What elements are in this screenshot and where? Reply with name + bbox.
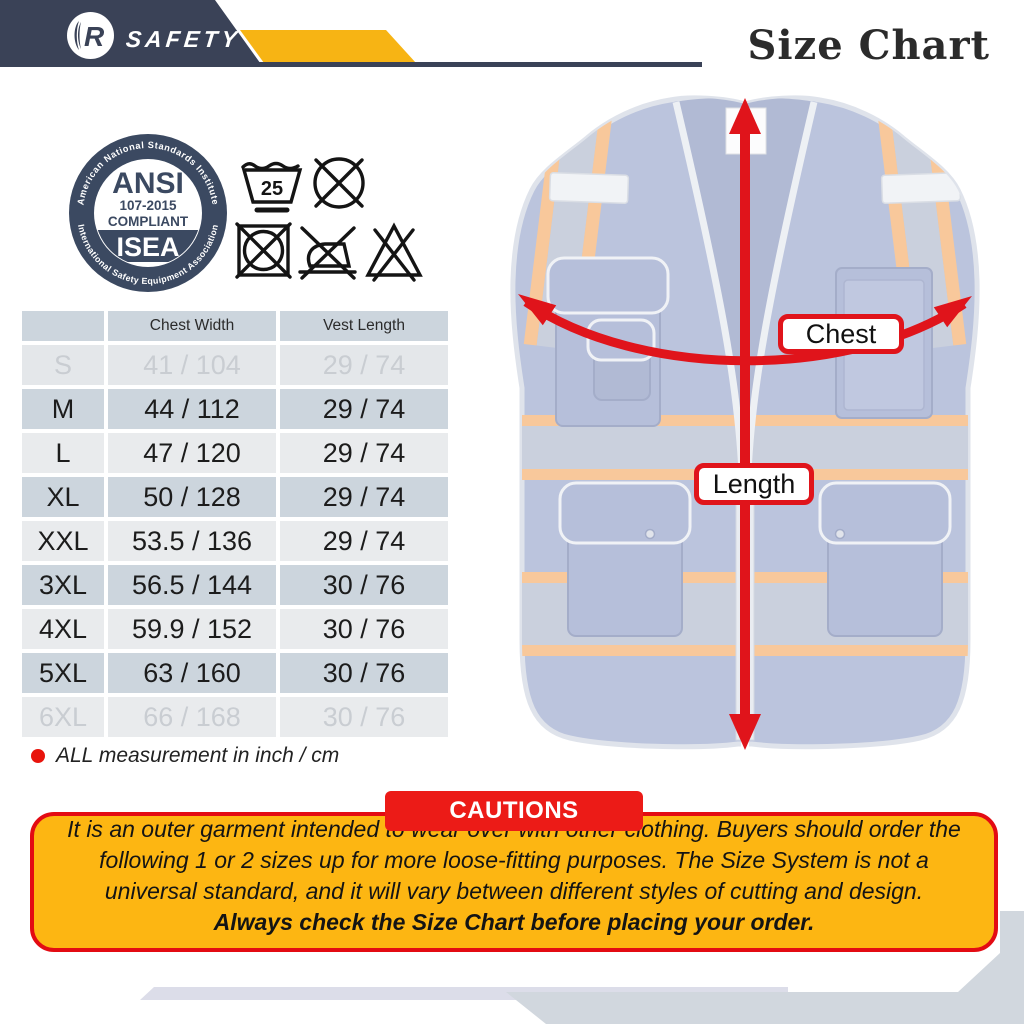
brand-name: SAFETY — [124, 26, 243, 52]
vest-length-cell: 30 / 76 — [280, 565, 448, 605]
vest-length-cell: 29 / 74 — [280, 433, 448, 473]
do-not-tumble-dry-icon — [235, 222, 292, 279]
note-bullet-icon — [31, 749, 45, 763]
chest-width-cell: 63 / 160 — [108, 653, 276, 693]
chest-label: Chest — [778, 314, 904, 354]
chest-width-cell: 66 / 168 — [108, 697, 276, 737]
cautions-title-banner: CAUTIONS — [385, 791, 643, 831]
do-not-dry-clean-icon — [313, 157, 365, 209]
cautions-line-2: following 1 or 2 sizes up for more loose… — [99, 847, 929, 873]
brand-mark: R — [84, 21, 105, 52]
page-title: Size Chart — [747, 22, 990, 69]
column-header-length: Vest Length — [280, 311, 448, 341]
size-cell: M — [22, 389, 104, 429]
badge-status: COMPLIANT — [108, 214, 189, 229]
footer-corner-shape — [506, 911, 1024, 1024]
badge-code: 107-2015 — [119, 198, 177, 213]
care-symbols: 25 — [235, 157, 423, 282]
badge-org: ANSI — [112, 167, 184, 200]
badge-assoc: ISEA — [116, 232, 179, 262]
brand-banner — [0, 0, 263, 67]
do-not-iron-icon — [298, 226, 357, 280]
svg-text:25: 25 — [261, 178, 283, 200]
vest-length-cell: 30 / 76 — [280, 609, 448, 649]
cautions-box: It is an outer garment intended to wear … — [30, 812, 998, 952]
vest-length-cell: 29 / 74 — [280, 345, 448, 385]
brand-logo-icon: R — [67, 12, 114, 59]
vest-length-cell: 30 / 76 — [280, 697, 448, 737]
size-cell: XXL — [22, 521, 104, 561]
vest-illustration — [510, 95, 980, 750]
size-cell: L — [22, 433, 104, 473]
size-cell: 5XL — [22, 653, 104, 693]
chest-width-cell: 59.9 / 152 — [108, 609, 276, 649]
vest-length-cell: 29 / 74 — [280, 477, 448, 517]
chest-arrow — [518, 294, 972, 366]
size-table: Chest Width Vest Length S 41 / 104 29 / … — [22, 311, 448, 737]
vest-diagram — [510, 95, 980, 750]
measurement-note: ALL measurement in inch / cm — [56, 744, 340, 767]
wash-25-gentle-icon: 25 — [241, 161, 303, 213]
chest-width-cell: 44 / 112 — [108, 389, 276, 429]
size-cell: 4XL — [22, 609, 104, 649]
vest-length-cell: 29 / 74 — [280, 521, 448, 561]
column-header-size — [22, 311, 104, 341]
chest-width-cell: 53.5 / 136 — [108, 521, 276, 561]
vest-length-cell: 29 / 74 — [280, 389, 448, 429]
size-cell: 6XL — [22, 697, 104, 737]
do-not-bleach-icon — [365, 222, 423, 282]
banner-accent-shape — [240, 30, 416, 63]
size-cell: XL — [22, 477, 104, 517]
length-label: Length — [694, 463, 814, 505]
vest-length-cell: 30 / 76 — [280, 653, 448, 693]
size-cell: S — [22, 345, 104, 385]
column-header-chest: Chest Width — [108, 311, 276, 341]
chest-width-cell: 56.5 / 144 — [108, 565, 276, 605]
ansi-compliance-badge: American National Standards Institute In… — [69, 134, 227, 292]
banner-underline — [0, 62, 702, 67]
cautions-bold-line: Always check the Size Chart before placi… — [213, 909, 815, 935]
chest-width-cell: 50 / 128 — [108, 477, 276, 517]
size-cell: 3XL — [22, 565, 104, 605]
chest-width-cell: 47 / 120 — [108, 433, 276, 473]
length-arrow — [729, 98, 761, 750]
cautions-line-3: universal standard, and it will vary bet… — [104, 878, 924, 904]
chest-width-cell: 41 / 104 — [108, 345, 276, 385]
